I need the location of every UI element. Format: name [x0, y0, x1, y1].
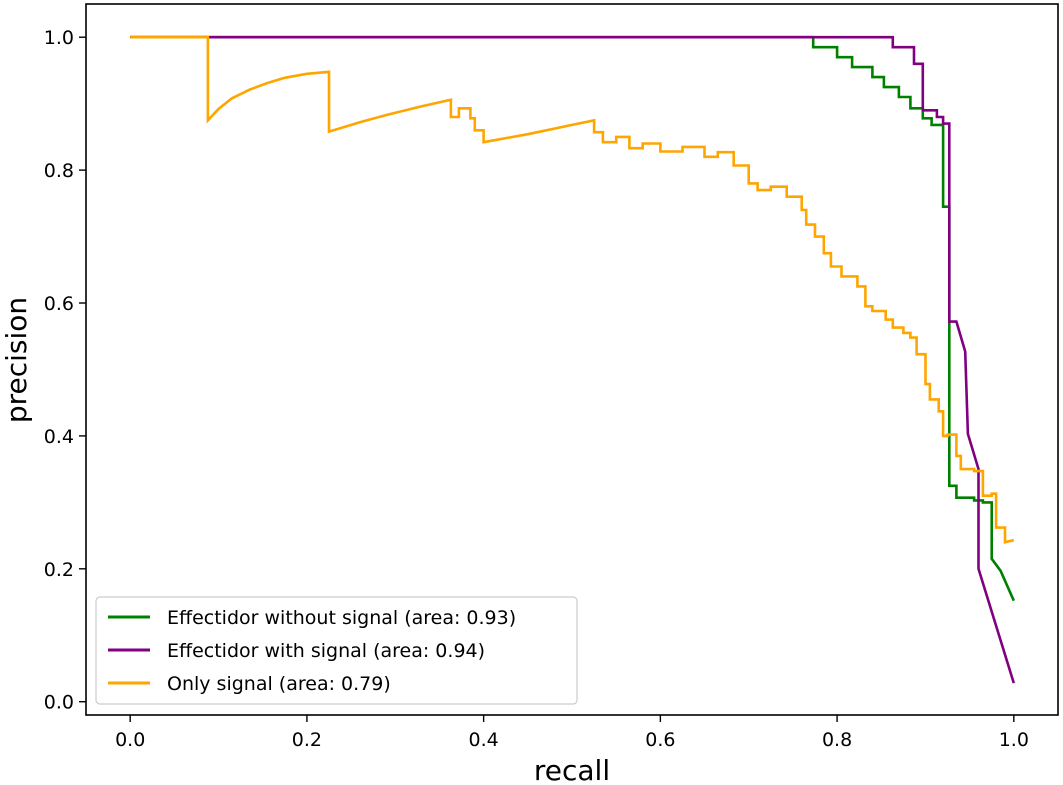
y-tick-label: 0.6: [44, 293, 74, 315]
x-tick-label: 0.6: [645, 729, 675, 751]
legend: Effectidor without signal (area: 0.93) E…: [95, 596, 578, 705]
x-axis-ticks: 0.0 0.2 0.4 0.6 0.8 1.0: [115, 715, 1029, 751]
x-tick-label: 0.2: [292, 729, 322, 751]
series-layer: [130, 35, 1016, 684]
series-line-effectidor-without-signal: [130, 35, 1015, 602]
series-line-only-signal: [130, 35, 1015, 544]
x-tick-label: 0.8: [822, 729, 852, 751]
legend-label-effectidor-with-signal: Effectidor with signal (area: 0.94): [167, 640, 485, 662]
legend-box: [95, 596, 578, 705]
y-tick-label: 0.0: [44, 692, 74, 714]
x-tick-label: 0.4: [469, 729, 499, 751]
y-tick-label: 0.4: [44, 426, 74, 448]
plot-frame: [85, 3, 1059, 716]
series-line-effectidor-with-signal: [130, 35, 1016, 684]
y-axis-label: precision: [0, 297, 33, 423]
x-tick-label: 1.0: [999, 729, 1029, 751]
legend-label-only-signal: Only signal (area: 0.79): [167, 673, 391, 695]
legend-label-effectidor-without-signal: Effectidor without signal (area: 0.93): [167, 607, 516, 629]
y-tick-label: 0.8: [44, 160, 74, 182]
y-axis-ticks: 0.0 0.2 0.4 0.6 0.8 1.0: [44, 27, 86, 714]
x-tick-label: 0.0: [115, 729, 145, 751]
y-tick-label: 0.2: [44, 559, 74, 581]
x-axis-label: recall: [534, 754, 610, 785]
y-tick-label: 1.0: [44, 27, 74, 49]
